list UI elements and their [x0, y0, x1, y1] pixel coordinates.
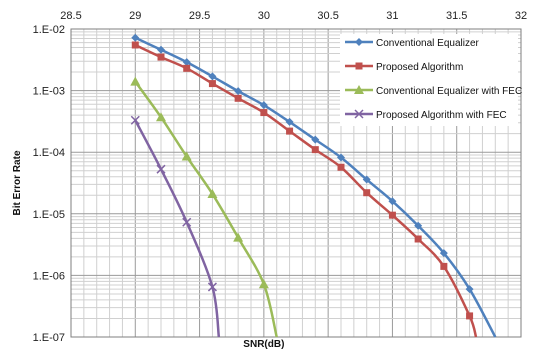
data-point	[131, 41, 139, 49]
data-point	[234, 94, 242, 102]
x-tick-label: 30.5	[317, 10, 338, 22]
legend-box	[340, 34, 518, 126]
marker-stroke	[156, 164, 166, 174]
x-tick-label: 32	[515, 10, 527, 22]
data-point	[466, 312, 474, 320]
data-point	[440, 262, 448, 270]
data-point	[439, 249, 448, 258]
data-point	[414, 235, 422, 243]
data-point	[260, 109, 268, 117]
marker-stroke	[207, 282, 217, 292]
series-0	[131, 33, 497, 338]
series-3	[130, 115, 221, 338]
y-tick-label: 1.E-02	[33, 24, 65, 36]
data-point	[286, 127, 294, 135]
x-axis-ticks: 28.5 29 29.5 30 30.5 31 31.5 32	[60, 10, 527, 22]
data-point	[130, 76, 141, 86]
data-point	[388, 211, 396, 219]
series-2	[130, 76, 278, 338]
y-tick-label: 1.E-04	[33, 147, 65, 159]
y-axis-ticks: 1.E-02 1.E-03 1.E-04 1.E-05 1.E-06 1.E-07	[33, 24, 65, 344]
data-point	[207, 282, 217, 292]
legend-marker	[355, 38, 363, 46]
x-tick-label: 30	[258, 10, 270, 22]
data-point	[234, 87, 243, 96]
marker-stroke	[354, 109, 364, 119]
data-point	[233, 232, 244, 242]
series-line	[134, 80, 278, 338]
y-tick-label: 1.E-05	[33, 209, 65, 221]
y-tick-label: 1.E-06	[33, 270, 65, 282]
data-point	[208, 72, 217, 81]
data-point	[157, 53, 165, 61]
data-point	[207, 188, 218, 198]
x-tick-label: 31.5	[446, 10, 467, 22]
x-tick-label: 29.5	[189, 10, 210, 22]
x-tick-label: 31	[386, 10, 398, 22]
data-point	[157, 45, 165, 54]
y-axis-title: Bit Error Rate	[12, 150, 23, 215]
legend-marker	[355, 62, 363, 70]
data-point	[337, 163, 345, 171]
legend: Conventional Equalizer Proposed Algorithm…	[340, 34, 522, 126]
data-point	[182, 58, 191, 67]
legend-marker	[354, 109, 364, 119]
y-tick-label: 1.E-03	[33, 86, 65, 98]
x-axis-title: SNR(dB)	[243, 339, 284, 350]
plot-area	[70, 28, 522, 338]
data-point	[337, 153, 345, 162]
data-point	[181, 151, 192, 161]
x-tick-label: 28.5	[60, 10, 81, 22]
data-point	[131, 33, 140, 42]
data-point	[414, 221, 423, 230]
data-point	[311, 135, 320, 144]
data-point	[362, 175, 371, 184]
data-point	[311, 146, 319, 154]
y-tick-label: 1.E-07	[33, 332, 65, 344]
data-point	[130, 115, 140, 125]
data-point	[388, 197, 397, 206]
data-point	[183, 64, 191, 72]
data-point	[465, 285, 474, 294]
marker-stroke	[182, 217, 192, 227]
x-tick-label: 29	[129, 10, 141, 22]
data-point	[156, 112, 166, 122]
data-point	[259, 101, 268, 110]
data-point	[258, 279, 269, 289]
legend-label: Proposed Algorithm with FEC	[376, 110, 507, 121]
legend-marker	[354, 85, 364, 94]
data-point	[208, 80, 216, 88]
legend-label: Proposed Algorithm	[376, 62, 463, 73]
data-point	[156, 164, 166, 174]
series-1	[131, 41, 478, 338]
data-point	[363, 189, 371, 197]
marker-stroke	[130, 115, 140, 125]
data-point	[182, 217, 192, 227]
data-point	[285, 117, 294, 126]
series-layer	[130, 33, 497, 338]
legend-label: Conventional Equalizer	[376, 38, 480, 49]
legend-label: Conventional Equalizer with FEC	[376, 86, 522, 97]
